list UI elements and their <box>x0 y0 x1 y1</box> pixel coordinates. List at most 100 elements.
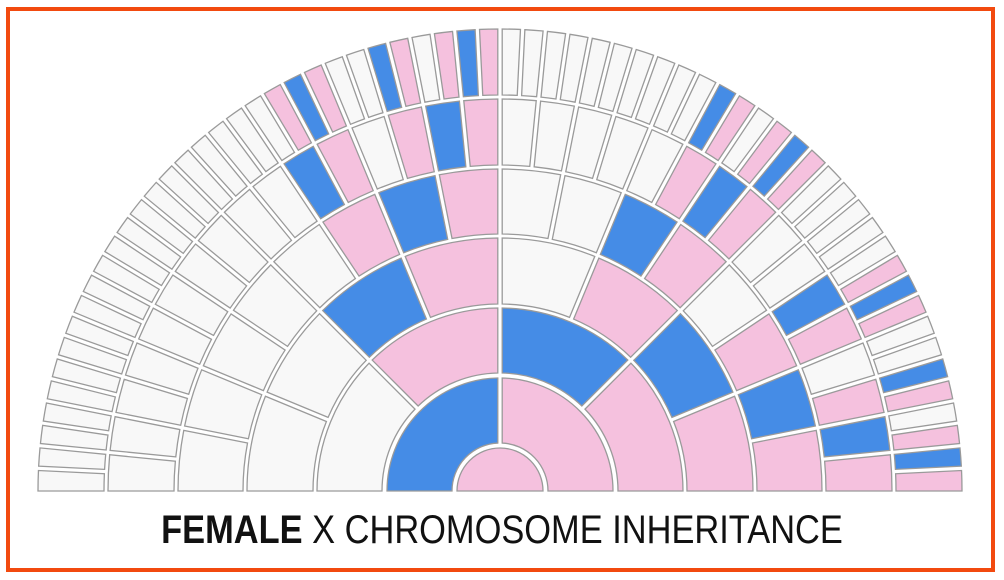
ancestor-cell-gen5-30 <box>819 415 891 458</box>
ancestor-cell-gen4-13 <box>714 313 798 392</box>
ancestor-cell-gen6-25 <box>345 48 384 119</box>
ancestor-cell-gen2-3 <box>584 362 684 492</box>
ancestor-cell-gen4-10 <box>599 193 678 277</box>
ancestor-cell-gen4-14 <box>737 368 817 440</box>
ancestor-cell-gen6-52 <box>829 235 897 287</box>
ancestor-cell-gen6-40 <box>652 64 697 133</box>
ancestor-cell-gen3-1 <box>266 312 368 419</box>
ancestor-cell-gen5-7 <box>197 214 269 284</box>
ancestor-cell-gen4-2 <box>202 313 286 392</box>
ancestor-cell-gen3-6 <box>632 312 734 419</box>
orange-frame <box>6 7 995 572</box>
ancestor-cell-gen6-63 <box>894 469 963 492</box>
ancestor-cell-gen6-1 <box>37 447 107 471</box>
ancestor-cell-gen6-33 <box>520 28 544 98</box>
ancestor-cell-gen5-31 <box>823 454 893 492</box>
ancestor-cell-gen1-1 <box>501 377 614 492</box>
ancestor-cell-gen4-1 <box>183 368 263 440</box>
ancestor-cell-gen4-15 <box>751 429 823 492</box>
ancestor-cell-gen6-43 <box>704 94 756 162</box>
ancestor-cell-gen5-22 <box>682 165 748 239</box>
ancestor-cell-gen6-14 <box>143 181 207 239</box>
ancestor-cell-gen5-25 <box>752 243 826 309</box>
ancestor-cell-gen6-50 <box>806 198 871 255</box>
ancestor-cell-gen6-15 <box>158 164 220 225</box>
ancestor-cell-gen6-62 <box>893 447 963 471</box>
ancestor-cell-gen6-51 <box>818 216 884 271</box>
ancestor-cell-gen6-16 <box>173 149 234 211</box>
ancestor-cell-gen6-20 <box>244 94 296 162</box>
ancestor-cell-gen6-38 <box>616 48 655 119</box>
ancestor-cell-gen3-2 <box>321 257 428 359</box>
ancestor-cell-gen6-4 <box>46 380 117 413</box>
ancestor-cell-gen6-42 <box>687 83 737 152</box>
ancestor-cell-gen6-2 <box>39 424 109 451</box>
ancestor-cell-gen5-4 <box>137 307 213 366</box>
ancestor-cell-gen6-28 <box>411 33 441 103</box>
ancestor-cell-gen4-4 <box>272 223 357 309</box>
ancestor-cell-gen6-45 <box>736 120 793 185</box>
ancestor-cell-gen6-59 <box>883 380 954 413</box>
ancestor-cell-gen5-6 <box>174 243 248 309</box>
ancestor-cell-gen4-8 <box>501 168 562 240</box>
ancestor-cell-gen6-27 <box>389 37 422 108</box>
ancestor-cell-gen6-23 <box>303 64 348 133</box>
ancestor-cell-gen6-54 <box>849 274 918 321</box>
ancestor-cell-gen5-14 <box>424 100 467 172</box>
ancestor-cell-gen2-2 <box>501 307 629 407</box>
title-bold-part: FEMALE <box>161 508 303 552</box>
ancestor-cell-gen6-48 <box>780 164 842 225</box>
ancestor-cell-gen5-29 <box>811 378 885 427</box>
ancestor-cell-gen4-0 <box>177 429 249 492</box>
ancestor-cell-gen3-3 <box>404 237 499 319</box>
ancestor-cell-gen4-7 <box>438 168 499 240</box>
ancestor-cell-gen6-49 <box>793 181 857 239</box>
chart-title: FEMALE X CHROMOSOME INHERITANCE <box>70 508 933 553</box>
ancestor-cell-gen6-5 <box>51 358 122 394</box>
ancestor-cell-gen6-61 <box>891 424 961 451</box>
ancestor-cell-gen6-0 <box>37 469 106 492</box>
ancestor-cell-gen2-1 <box>371 307 499 407</box>
ancestor-cell-gen4-6 <box>377 174 449 254</box>
title-rest-part: X CHROMOSOME INHERITANCE <box>302 508 843 552</box>
ancestor-cell-gen5-0 <box>107 454 177 492</box>
ancestor-cell-gen3-4 <box>501 237 596 319</box>
ancestor-cell-gen5-27 <box>787 307 863 366</box>
ancestor-cell-gen5-15 <box>463 98 499 168</box>
ancestor-cell-gen6-36 <box>578 37 611 108</box>
ancestor-cell-gen4-11 <box>643 223 728 309</box>
ancestor-cell-gen6-3 <box>42 402 112 432</box>
ancestor-cell-gen5-5 <box>154 274 229 337</box>
ancestor-cell-gen4-9 <box>551 174 623 254</box>
ancestor-cell-gen6-9 <box>82 274 151 321</box>
ancestor-cell-gen6-57 <box>872 336 943 375</box>
ancestor-cell-gen6-21 <box>263 83 313 152</box>
ancestor-cell-gen6-18 <box>207 120 264 185</box>
ancestor-cell-gen5-1 <box>109 415 181 458</box>
ancestor-cell-gen6-12 <box>116 216 182 271</box>
ancestor-cell-gen6-35 <box>559 33 589 103</box>
ancestor-cell-gen5-24 <box>731 214 803 284</box>
ancestor-cell-gen6-31 <box>478 28 499 97</box>
ancestor-cell-gen2-0 <box>316 362 416 492</box>
ancestor-cell-gen6-17 <box>190 134 248 198</box>
ancestor-cell-gen6-46 <box>752 134 810 198</box>
ancestor-cell-gen3-7 <box>672 395 754 492</box>
ancestor-cell-gen6-7 <box>64 315 135 357</box>
ancestor-cell-gen5-21 <box>654 145 717 220</box>
ancestor-cell-gen6-39 <box>634 55 676 126</box>
ancestor-cell-gen6-10 <box>92 254 161 304</box>
ancestor-cell-gen5-28 <box>801 342 876 396</box>
ancestor-cell-gen5-20 <box>625 128 684 204</box>
ancestor-cell-gen5-11 <box>316 128 375 204</box>
ancestor-cell-gen6-19 <box>225 107 280 173</box>
ancestor-cell-gen6-29 <box>433 30 460 100</box>
ancestor-cell-gen6-41 <box>670 73 717 142</box>
ancestor-cell-gen6-55 <box>858 294 927 339</box>
ancestor-cell-gen1-0 <box>386 377 499 492</box>
ancestor-cell-gen3-5 <box>572 257 679 359</box>
ancestor-cell-gen5-16 <box>501 98 537 168</box>
ancestor-cell-gen5-17 <box>533 100 576 172</box>
ancestor-cell-gen6-60 <box>888 402 958 432</box>
